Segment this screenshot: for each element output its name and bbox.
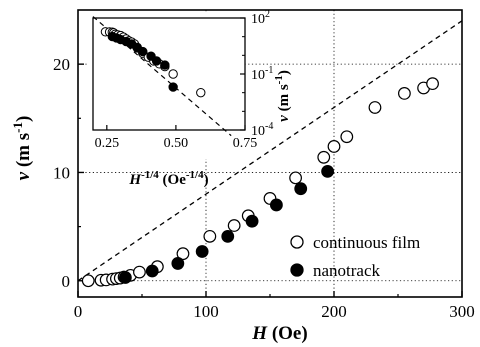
point-continuous-film — [327, 140, 341, 153]
legend: continuous film nanotrack — [290, 233, 420, 280]
inset-x-tick-label-0.50: 0.50 — [164, 136, 189, 151]
y-tick-label-0: 0 — [62, 272, 71, 291]
point-nanotrack — [118, 271, 132, 284]
inset-y-tick-label: 10-4 — [251, 121, 273, 139]
inset-y-axis-label: v (m s-1) — [273, 70, 292, 122]
main-chart: 0 100 200 300 0 10 20 H (Oe) v (m s-1) continu… — [10, 9, 475, 344]
inset-point-continuous-film — [168, 69, 178, 79]
point-nanotrack — [171, 257, 185, 270]
inset-x-axis-label: H-1/4 (Oe-1/4) — [128, 169, 208, 188]
inset-point-nanotrack — [151, 56, 162, 66]
inset-chart: 0.25 0.50 0.75 102 10-1 10-4 H-1/4 (Oe-1/4) v… — [87, 9, 292, 188]
point-continuous-film — [368, 101, 382, 114]
inset-series — [92, 16, 232, 137]
x-tick-label-0: 0 — [74, 302, 83, 321]
y-tick-label-10: 10 — [53, 163, 70, 182]
point-nanotrack — [321, 164, 335, 178]
main-series — [77, 20, 463, 288]
point-continuous-film — [176, 247, 190, 261]
inset-point-nanotrack — [160, 60, 170, 70]
legend-marker-open-circle — [290, 235, 304, 249]
point-continuous-film — [317, 150, 331, 164]
x-tick-label-200: 200 — [321, 302, 347, 321]
main-y-axis-label: v (m s-1) — [10, 116, 34, 181]
inset-point-continuous-film — [196, 87, 206, 98]
point-continuous-film — [81, 274, 95, 288]
inset-axis-ticks: 0.25 0.50 0.75 102 10-1 10-4 — [95, 9, 274, 151]
legend-entry-nanotrack: nanotrack — [290, 261, 381, 280]
main-axis-ticks: 0 100 200 300 0 10 20 — [53, 55, 475, 321]
main-x-axis-label: H (Oe) — [251, 323, 307, 344]
legend-label-continuous-film: continuous film — [313, 233, 420, 252]
legend-marker-filled-circle — [290, 263, 304, 277]
point-nanotrack — [245, 214, 259, 228]
point-continuous-film — [426, 77, 439, 91]
point-continuous-film — [203, 229, 217, 243]
inset-point-nanotrack — [138, 46, 148, 57]
point-continuous-film — [133, 265, 146, 279]
inset-point-nanotrack — [168, 82, 178, 92]
x-tick-label-300: 300 — [449, 302, 475, 321]
point-nanotrack — [270, 198, 283, 212]
legend-label-nanotrack: nanotrack — [313, 261, 381, 280]
y-tick-label-20: 20 — [53, 55, 70, 74]
point-nanotrack — [145, 264, 159, 278]
legend-entry-continuous-film: continuous film — [290, 233, 420, 252]
point-nanotrack — [221, 229, 235, 243]
point-nanotrack — [294, 182, 308, 196]
inset-y-tick-label: 102 — [251, 9, 270, 27]
point-continuous-film — [227, 219, 241, 232]
inset-y-tick-label: 10-1 — [251, 65, 273, 83]
point-continuous-film — [340, 130, 354, 144]
point-continuous-film — [398, 86, 411, 100]
x-tick-label-100: 100 — [193, 302, 219, 321]
point-nanotrack — [195, 245, 209, 258]
inset-x-tick-label-0.25: 0.25 — [95, 136, 120, 151]
inset-x-tick-label-0.75: 0.75 — [233, 136, 258, 151]
point-continuous-film — [289, 171, 303, 185]
